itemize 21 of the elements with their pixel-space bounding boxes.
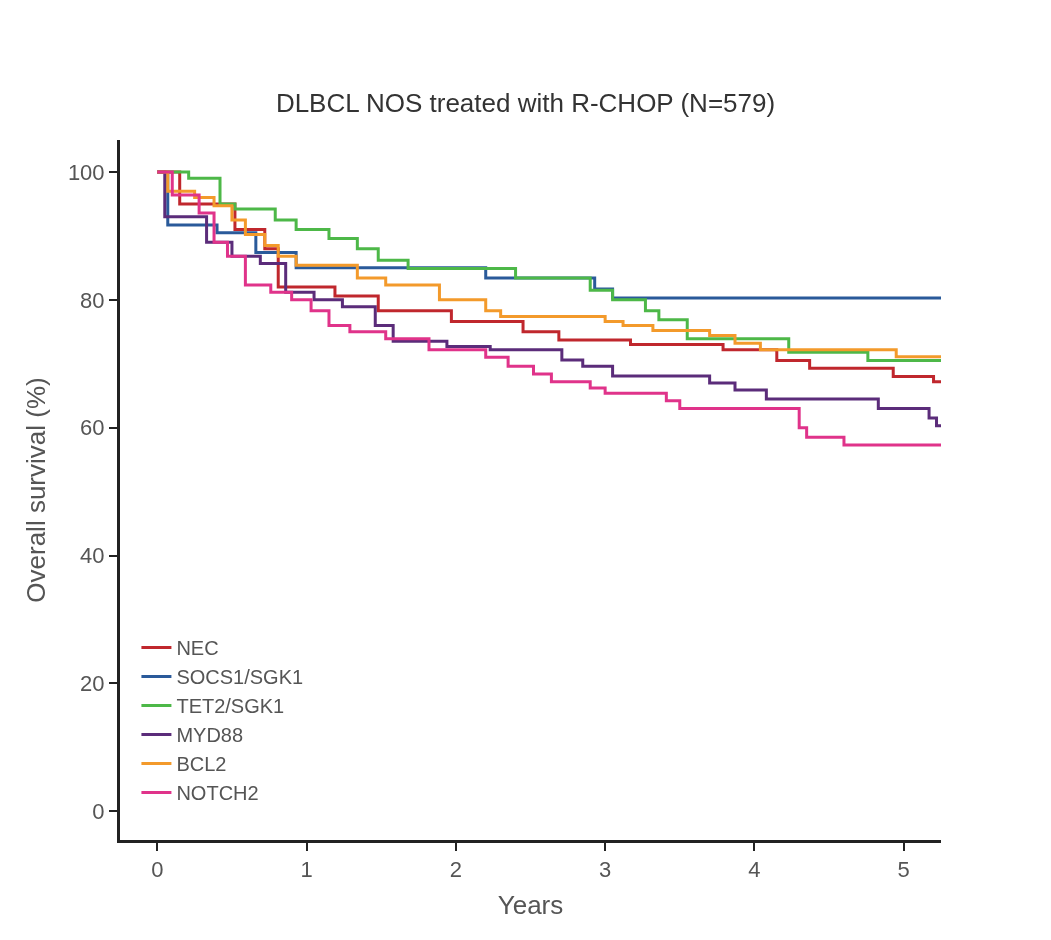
legend-label: SOCS1/SGK1 <box>176 666 304 689</box>
y-tick-label: 40 <box>80 543 105 569</box>
legend-label: TET2/SGK1 <box>176 695 285 718</box>
y-tick-label: 60 <box>80 415 105 441</box>
y-tick-label: 100 <box>67 159 105 185</box>
legend-label: NOTCH2 <box>176 782 259 805</box>
y-axis-title: Overall survival (%) <box>21 377 52 603</box>
y-tick-label: 0 <box>92 798 105 824</box>
y-tick-label: 80 <box>80 287 105 313</box>
chart-title: DLBCL NOS treated with R-CHOP (N=579) <box>275 88 776 119</box>
x-tick-label: 1 <box>300 857 313 883</box>
y-tick-label: 20 <box>80 671 105 697</box>
legend-label: MYD88 <box>176 724 244 747</box>
x-axis-title: Years <box>497 890 564 921</box>
x-tick-label: 0 <box>151 857 164 883</box>
legend-label: BCL2 <box>176 753 227 776</box>
legend-label: NEC <box>176 637 219 660</box>
x-tick-label: 5 <box>897 857 910 883</box>
x-tick-label: 4 <box>748 857 761 883</box>
x-tick-label: 3 <box>599 857 612 883</box>
x-tick-label: 2 <box>449 857 462 883</box>
